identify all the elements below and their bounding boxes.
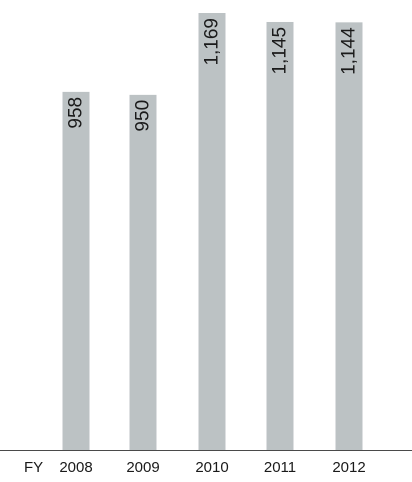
x-tick-label-2011: 2011 (264, 459, 296, 476)
bar-2011 (266, 21, 294, 450)
bar-2010 (198, 13, 226, 450)
bar-value-label-2009: 950 (133, 100, 154, 132)
bar-2008 (62, 91, 90, 450)
bar-2012 (335, 22, 363, 451)
bar-value-label-2010: 1,169 (202, 18, 223, 66)
x-axis-prefix-label: FY (24, 459, 43, 476)
bars-group: 958 950 1,169 1,145 1,144 (62, 13, 363, 451)
x-tick-label-2010: 2010 (195, 459, 228, 476)
bar-value-label-2011: 1,145 (270, 27, 291, 75)
bar-value-label-2012: 1,144 (339, 27, 360, 75)
x-tick-labels: 2008 2009 2010 2011 2012 (59, 459, 365, 476)
bar-2009 (129, 94, 157, 451)
x-tick-label-2008: 2008 (59, 459, 92, 476)
x-tick-label-2009: 2009 (126, 459, 159, 476)
x-tick-label-2012: 2012 (332, 459, 365, 476)
bar-value-label-2008: 958 (66, 97, 87, 129)
